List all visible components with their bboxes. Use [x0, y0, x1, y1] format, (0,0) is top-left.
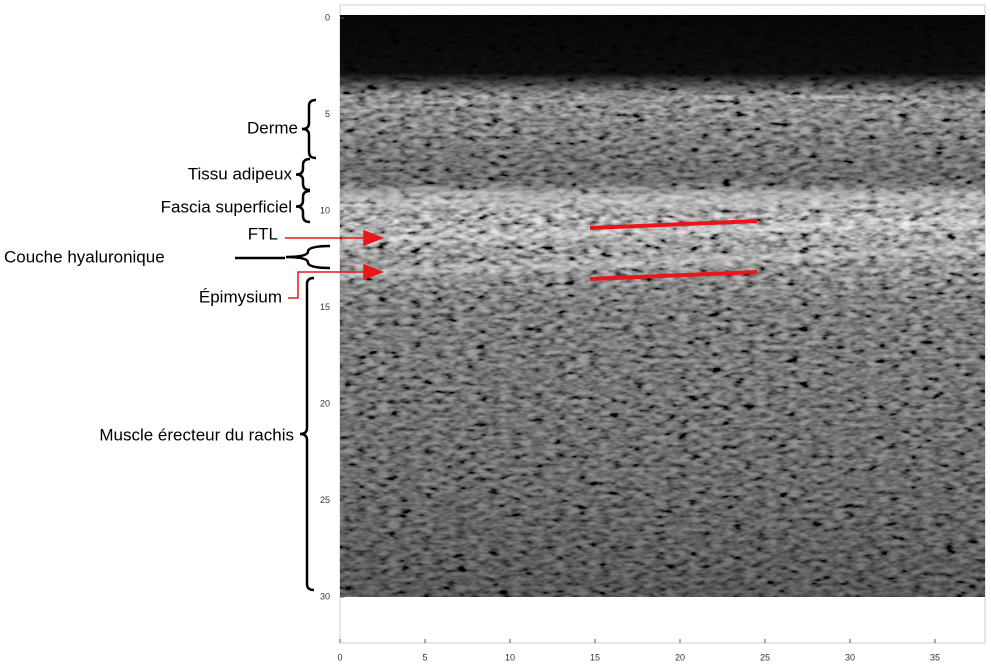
- label: Derme: [247, 118, 298, 137]
- label: Tissu adipeux: [188, 164, 293, 183]
- y-tick-label: 10: [320, 205, 330, 215]
- label: Couche hyaluronique: [4, 247, 165, 266]
- brace: [296, 191, 310, 222]
- y-tick-label: 0: [325, 12, 330, 22]
- x-tick-label: 0: [337, 652, 342, 662]
- x-tick-label: 35: [930, 652, 940, 662]
- annotations: [286, 100, 330, 590]
- label: Muscle érecteur du rachis: [99, 425, 294, 444]
- y-tick-label: 25: [320, 495, 330, 505]
- ultrasound-image: [340, 15, 985, 597]
- brace: [302, 100, 316, 158]
- y-tick-label: 15: [320, 302, 330, 312]
- brace: [296, 159, 310, 190]
- brace: [286, 246, 330, 268]
- brace: [300, 278, 314, 590]
- x-tick-label: 15: [590, 652, 600, 662]
- y-tick-label: 5: [325, 109, 330, 119]
- figure: Derme Tissu adipeux Fascia superficiel F…: [0, 0, 991, 671]
- x-tick-label: 5: [422, 652, 427, 662]
- x-tick-label: 10: [505, 652, 515, 662]
- x-tick-label: 20: [675, 652, 685, 662]
- y-tick-label: 30: [320, 591, 330, 601]
- x-tick-label: 25: [760, 652, 770, 662]
- x-tick-label: 30: [845, 652, 855, 662]
- y-tick-label: 20: [320, 398, 330, 408]
- label: FTL: [248, 224, 278, 243]
- label: Fascia superficiel: [161, 197, 292, 216]
- label: Épimysium: [199, 287, 282, 306]
